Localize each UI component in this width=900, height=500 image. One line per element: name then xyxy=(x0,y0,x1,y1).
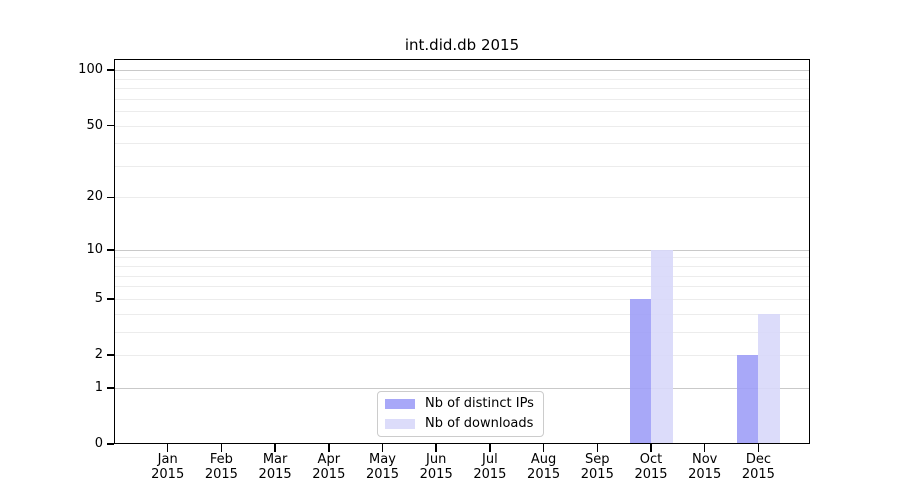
bar-oct-downloads xyxy=(651,249,673,444)
minor-gridline xyxy=(114,125,810,127)
x-tick-label: Mar 2015 xyxy=(258,452,292,482)
minor-gridline xyxy=(114,275,810,277)
y-tick-label: 2 xyxy=(94,347,103,362)
minor-gridline xyxy=(114,88,810,90)
x-axis-tick xyxy=(435,444,437,452)
minor-gridline xyxy=(114,355,810,356)
major-gridline xyxy=(114,249,810,251)
y-axis-tick xyxy=(107,354,114,356)
minor-gridline xyxy=(114,78,810,80)
y-axis-tick xyxy=(107,124,114,127)
minor-gridline xyxy=(114,98,810,100)
y-axis-tick xyxy=(107,249,114,251)
minor-gridline xyxy=(114,257,810,259)
major-gridline xyxy=(114,70,810,72)
legend: Nb of distinct IPs Nb of downloads xyxy=(377,391,544,437)
x-axis-tick xyxy=(328,444,330,452)
legend-item: Nb of downloads xyxy=(385,415,535,433)
x-axis-tick xyxy=(274,444,276,452)
x-tick-label: Oct 2015 xyxy=(634,452,668,482)
chart-title: int.did.db 2015 xyxy=(404,36,520,54)
y-axis-tick xyxy=(107,387,114,389)
x-axis-tick xyxy=(489,444,491,452)
legend-item: Nb of distinct IPs xyxy=(385,395,535,413)
minor-gridline xyxy=(114,298,810,300)
x-tick-label: Apr 2015 xyxy=(312,452,346,482)
x-axis-tick xyxy=(166,444,169,452)
minor-gridline xyxy=(114,165,810,167)
minor-gridline xyxy=(114,331,810,333)
minor-gridline xyxy=(114,266,810,268)
x-axis-tick xyxy=(542,444,545,452)
y-tick-label: 50 xyxy=(86,117,103,133)
minor-gridline xyxy=(114,197,810,199)
x-tick-label: May 2015 xyxy=(365,452,400,482)
x-tick-label: Feb 2015 xyxy=(204,452,238,482)
x-axis-tick xyxy=(650,444,652,452)
x-axis-tick xyxy=(596,444,599,452)
x-tick-label: Aug 2015 xyxy=(527,452,561,482)
x-axis-tick xyxy=(757,444,760,452)
x-tick-label: Jan 2015 xyxy=(151,452,185,482)
bar-oct-distinct-ips xyxy=(629,298,651,444)
y-tick-label: 20 xyxy=(86,189,103,205)
y-axis-tick xyxy=(107,443,114,445)
x-tick-label: Dec 2015 xyxy=(741,452,775,482)
x-axis-tick xyxy=(703,444,706,452)
x-tick-label: Jul 2015 xyxy=(473,452,507,482)
y-tick-label: 1 xyxy=(94,379,103,395)
x-axis-tick xyxy=(381,444,384,452)
y-axis-tick xyxy=(107,196,114,199)
y-tick-label: 5 xyxy=(94,290,103,306)
x-tick-label: Jun 2015 xyxy=(419,452,453,482)
y-axis-tick xyxy=(107,69,114,71)
legend-label: Nb of downloads xyxy=(425,416,534,431)
major-gridline xyxy=(114,387,810,389)
bar-dec-distinct-ips xyxy=(736,355,759,444)
legend-label: Nb of distinct IPs xyxy=(425,396,534,411)
legend-swatch-distinct-ips xyxy=(385,399,415,409)
y-axis-tick xyxy=(107,298,114,300)
legend-swatch-downloads xyxy=(385,419,415,429)
minor-gridline xyxy=(114,143,810,145)
plot-border xyxy=(114,59,810,444)
minor-gridline xyxy=(114,286,810,288)
x-tick-label: Sep 2015 xyxy=(580,452,614,482)
y-tick-label: 100 xyxy=(78,62,103,78)
minor-gridline xyxy=(114,111,810,113)
y-tick-label: 10 xyxy=(86,241,103,257)
y-tick-label: 0 xyxy=(94,436,103,451)
minor-gridline xyxy=(114,313,810,315)
bar-dec-downloads xyxy=(758,313,780,444)
x-tick-label: Nov 2015 xyxy=(688,452,722,482)
x-axis-tick xyxy=(220,444,223,452)
